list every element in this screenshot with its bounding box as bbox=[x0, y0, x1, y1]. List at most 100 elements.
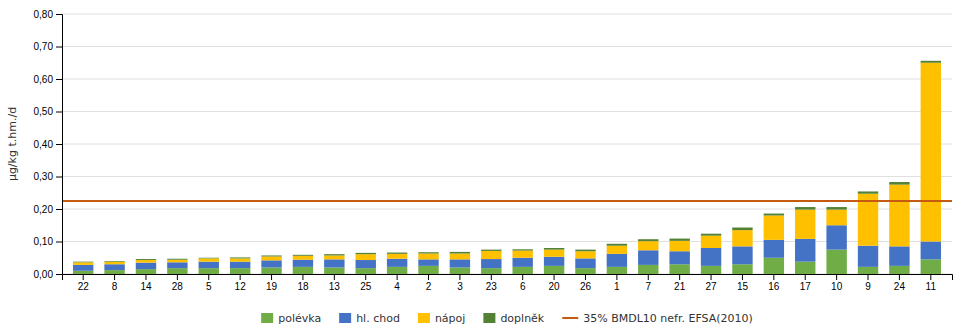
tick-label: 24 bbox=[894, 281, 906, 292]
series bbox=[73, 63, 941, 265]
tick: 0,20 bbox=[34, 204, 62, 215]
tick-mark bbox=[522, 274, 523, 280]
legend-swatch bbox=[483, 313, 495, 323]
bar-segment bbox=[450, 259, 470, 267]
legend-swatch bbox=[261, 313, 273, 323]
legend-label: polévka bbox=[278, 312, 321, 325]
legend-item: polévka bbox=[261, 312, 321, 325]
bar-segment bbox=[889, 266, 909, 274]
bar-segment bbox=[732, 264, 752, 274]
tick-mark bbox=[56, 209, 62, 210]
tick-label: 15 bbox=[737, 281, 749, 292]
plot: 0,000,100,200,300,400,500,600,700,802281… bbox=[34, 9, 953, 292]
bar-segment bbox=[450, 268, 470, 275]
bar-segment bbox=[230, 268, 250, 274]
tick-label: 28 bbox=[172, 281, 184, 292]
tick-mark bbox=[648, 274, 649, 280]
tick-mark bbox=[836, 274, 837, 280]
bar-segment bbox=[575, 258, 595, 268]
tick: 0,40 bbox=[34, 139, 62, 150]
tick-label: 12 bbox=[235, 281, 247, 292]
tick-mark bbox=[491, 274, 492, 280]
bar-segment bbox=[356, 254, 376, 260]
legend-item: nápoj bbox=[418, 312, 465, 325]
bar-segment bbox=[701, 234, 721, 236]
bar-segment bbox=[512, 258, 532, 267]
bar-segment bbox=[73, 271, 93, 274]
bar-segment bbox=[669, 264, 689, 274]
tick-label: 0,70 bbox=[34, 41, 54, 52]
tick: 0,30 bbox=[34, 171, 62, 182]
axis-line bbox=[56, 15, 63, 275]
grid bbox=[62, 14, 952, 274]
grid-line bbox=[62, 144, 952, 145]
bar-segment bbox=[795, 210, 815, 239]
bar-segment bbox=[387, 267, 407, 274]
tick: 27 bbox=[705, 274, 717, 292]
tick-mark bbox=[114, 274, 115, 280]
bar-segment bbox=[450, 254, 470, 260]
bar-segment bbox=[638, 239, 658, 241]
tick-label: 0,80 bbox=[34, 9, 54, 20]
bar-segment bbox=[418, 266, 438, 274]
bar-segment bbox=[921, 61, 941, 63]
tick-label: 19 bbox=[266, 281, 278, 292]
bar-segment bbox=[826, 210, 846, 226]
grid-line bbox=[62, 176, 952, 177]
bar-segment bbox=[575, 250, 595, 252]
bar-segment bbox=[544, 250, 564, 257]
bar-segment bbox=[261, 260, 281, 267]
bar-segment bbox=[293, 254, 313, 256]
tick-label: 16 bbox=[768, 281, 780, 292]
tick-mark bbox=[56, 242, 62, 243]
tick-mark bbox=[334, 274, 335, 280]
bar-segment bbox=[544, 248, 564, 250]
tick-label: 5 bbox=[206, 281, 212, 292]
legend-label: hl. chod bbox=[356, 312, 400, 325]
bar-segment bbox=[199, 262, 219, 269]
tick-label: 23 bbox=[486, 281, 498, 292]
tick: 12 bbox=[235, 274, 247, 292]
tick: 18 bbox=[297, 274, 309, 292]
tick-mark bbox=[773, 274, 774, 280]
bar-segment bbox=[104, 270, 124, 274]
tick: 0,60 bbox=[34, 74, 62, 85]
tick-mark bbox=[83, 274, 84, 280]
bar-segment bbox=[136, 263, 156, 270]
tick-mark bbox=[56, 47, 62, 48]
bar-segment bbox=[324, 268, 344, 275]
tick-mark bbox=[271, 274, 272, 280]
tick-label: 0,10 bbox=[34, 236, 54, 247]
bar-segment bbox=[230, 262, 250, 269]
bar-segment bbox=[450, 252, 470, 254]
tick-mark bbox=[742, 274, 743, 280]
bar-segment bbox=[512, 267, 532, 274]
tick-label: 1 bbox=[614, 281, 620, 292]
bar-segment bbox=[324, 254, 344, 255]
bar-segment bbox=[136, 269, 156, 274]
tick-label: 6 bbox=[520, 281, 526, 292]
tick-mark bbox=[679, 274, 680, 280]
tick: 23 bbox=[486, 274, 498, 292]
tick-mark bbox=[428, 274, 429, 280]
tick: 0,50 bbox=[34, 106, 62, 117]
bar-segment bbox=[73, 262, 93, 265]
bar-segment bbox=[607, 267, 627, 274]
bar-segment bbox=[481, 268, 501, 274]
grid-line bbox=[62, 209, 952, 210]
series bbox=[73, 61, 941, 262]
tick: 0,00 bbox=[34, 269, 62, 280]
grid-line bbox=[62, 14, 952, 15]
tick-label: 13 bbox=[329, 281, 341, 292]
legend-swatch bbox=[562, 317, 578, 319]
tick-mark bbox=[56, 274, 62, 275]
bar-segment bbox=[261, 268, 281, 275]
bar-segment bbox=[795, 207, 815, 210]
tick-label: 9 bbox=[865, 281, 871, 292]
tick: 7 bbox=[645, 274, 651, 292]
bar-segment bbox=[418, 259, 438, 266]
tick-mark bbox=[616, 274, 617, 280]
bar-segment bbox=[73, 261, 93, 263]
tick: 24 bbox=[894, 274, 906, 292]
tick-mark bbox=[365, 274, 366, 280]
